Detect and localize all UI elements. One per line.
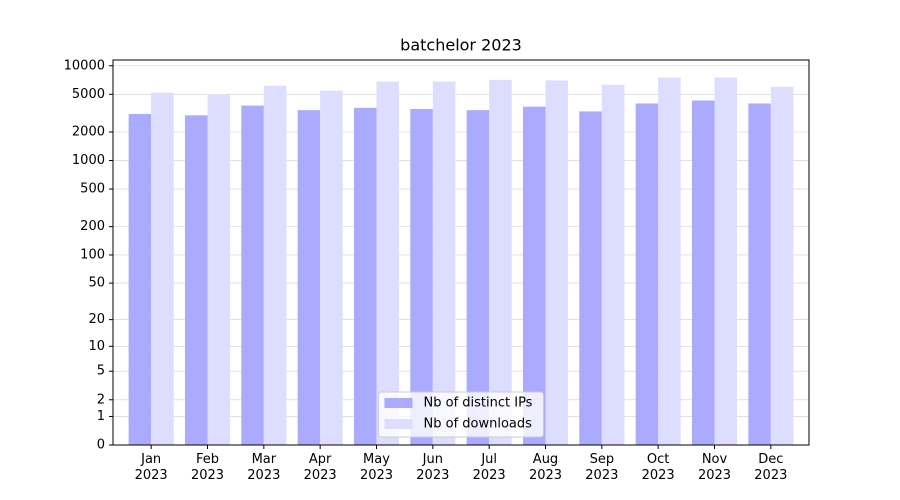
y-tick-label: 5 bbox=[97, 364, 105, 379]
y-tick-label: 0 bbox=[97, 438, 105, 453]
x-tick-label: Apr 2023 bbox=[303, 452, 337, 483]
legend-swatch bbox=[384, 419, 413, 429]
x-tick-label: Jul 2023 bbox=[472, 452, 506, 483]
bar bbox=[376, 81, 400, 446]
chart-title: batchelor 2023 bbox=[400, 36, 522, 55]
y-tick-label: 10 bbox=[88, 339, 105, 354]
y-tick-label: 1 bbox=[97, 409, 105, 424]
x-tick-label: Jan 2023 bbox=[134, 452, 168, 483]
y-tick-label: 2000 bbox=[72, 125, 105, 140]
y-tick-label: 500 bbox=[80, 182, 105, 197]
bar bbox=[748, 103, 771, 445]
bar bbox=[151, 92, 174, 446]
bar bbox=[207, 95, 231, 445]
x-tick-label: Aug 2023 bbox=[528, 452, 563, 483]
legend-label: Nb of downloads bbox=[424, 417, 533, 432]
bar bbox=[579, 111, 602, 445]
bar bbox=[184, 115, 208, 445]
y-tick-label: 5000 bbox=[72, 87, 105, 102]
bar bbox=[297, 110, 321, 445]
bar bbox=[522, 106, 546, 445]
plot-frame bbox=[112, 59, 810, 446]
y-tick-label: 50 bbox=[88, 276, 105, 291]
bar bbox=[263, 85, 287, 446]
bar bbox=[691, 100, 715, 445]
x-tick-label: Oct 2023 bbox=[641, 452, 675, 483]
y-tick-label: 20 bbox=[88, 312, 105, 327]
x-tick-label: Feb 2023 bbox=[190, 452, 225, 483]
legend-label: Nb of distinct IPs bbox=[424, 396, 533, 411]
bar bbox=[432, 81, 456, 446]
bar bbox=[635, 103, 659, 445]
bar bbox=[320, 90, 343, 446]
y-tick-label: 200 bbox=[80, 219, 105, 234]
bar bbox=[770, 86, 794, 446]
legend-swatch bbox=[384, 398, 413, 408]
x-tick-label: May 2023 bbox=[359, 452, 394, 483]
bar bbox=[410, 108, 433, 446]
bar bbox=[241, 105, 264, 445]
x-tick-label: Sep 2023 bbox=[585, 452, 619, 483]
bar bbox=[353, 107, 377, 445]
y-tick-label: 2 bbox=[97, 392, 105, 407]
legend-box bbox=[378, 391, 544, 438]
bar bbox=[466, 110, 490, 445]
x-tick-label: Dec 2023 bbox=[754, 452, 788, 483]
x-tick-label: Mar 2023 bbox=[247, 452, 281, 483]
bar bbox=[714, 77, 738, 445]
x-tick-label: Jun 2023 bbox=[416, 452, 450, 483]
bar bbox=[545, 80, 569, 445]
y-tick-label: 100 bbox=[80, 247, 105, 262]
y-tick-label: 1000 bbox=[72, 153, 105, 168]
x-tick-label: Nov 2023 bbox=[697, 452, 732, 483]
bar bbox=[658, 77, 681, 445]
bar bbox=[601, 84, 625, 446]
y-tick-label: 10000 bbox=[64, 58, 105, 73]
bar bbox=[489, 79, 512, 445]
bar bbox=[128, 113, 152, 445]
